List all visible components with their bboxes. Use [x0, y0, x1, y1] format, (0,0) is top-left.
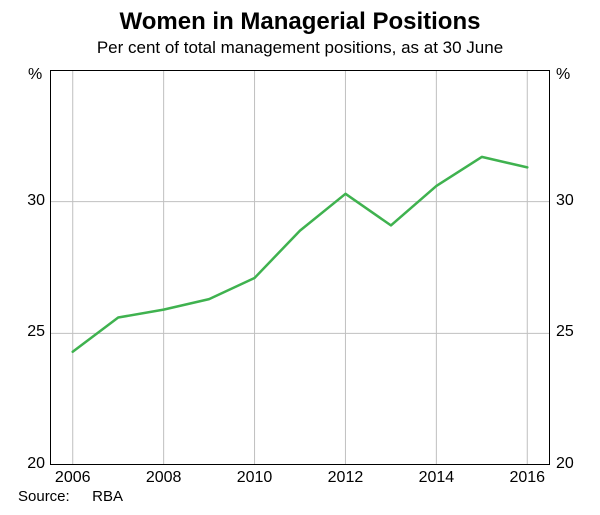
x-tick: 2010 [237, 469, 273, 487]
y-tick-left: 30 [5, 192, 45, 210]
y-tick-right: 25 [556, 323, 596, 341]
source-line: Source: RBA [18, 488, 123, 505]
chart-plot-area [50, 70, 550, 465]
y-unit-left: % [28, 66, 42, 84]
x-tick: 2014 [419, 469, 455, 487]
chart-title: Women in Managerial Positions [0, 0, 600, 36]
chart-svg [50, 70, 550, 465]
y-unit-right: % [556, 66, 570, 84]
chart-container: { "title": "Women in Managerial Position… [0, 0, 600, 515]
y-tick-left: 20 [5, 455, 45, 473]
chart-subtitle: Per cent of total management positions, … [0, 38, 600, 58]
x-tick: 2012 [328, 469, 364, 487]
y-tick-left: 25 [5, 323, 45, 341]
source-label: Source: [18, 488, 88, 505]
y-tick-right: 20 [556, 455, 596, 473]
x-tick: 2006 [55, 469, 91, 487]
y-tick-right: 30 [556, 192, 596, 210]
x-tick: 2016 [509, 469, 545, 487]
source-value: RBA [92, 488, 123, 505]
x-tick: 2008 [146, 469, 182, 487]
